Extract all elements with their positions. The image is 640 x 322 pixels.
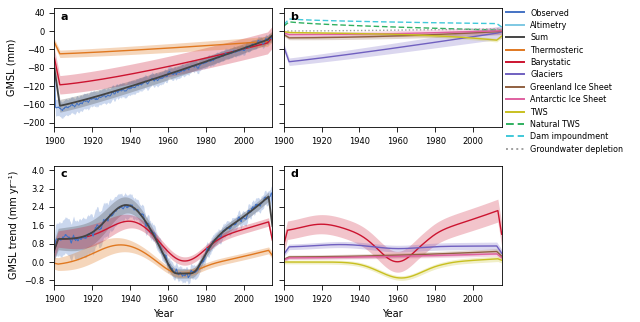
Text: b: b bbox=[290, 12, 298, 22]
Legend: Observed, Altimetry, Sum, Thermosteric, Barystatic, Glaciers, Greenland Ice Shee: Observed, Altimetry, Sum, Thermosteric, … bbox=[503, 5, 627, 157]
Text: c: c bbox=[61, 169, 68, 179]
Text: a: a bbox=[61, 12, 68, 22]
Y-axis label: GMSL trend (mm yr⁻¹): GMSL trend (mm yr⁻¹) bbox=[9, 171, 19, 279]
Y-axis label: GMSL (mm): GMSL (mm) bbox=[6, 39, 16, 96]
X-axis label: Year: Year bbox=[382, 309, 403, 319]
X-axis label: Year: Year bbox=[153, 309, 173, 319]
Text: d: d bbox=[290, 169, 298, 179]
